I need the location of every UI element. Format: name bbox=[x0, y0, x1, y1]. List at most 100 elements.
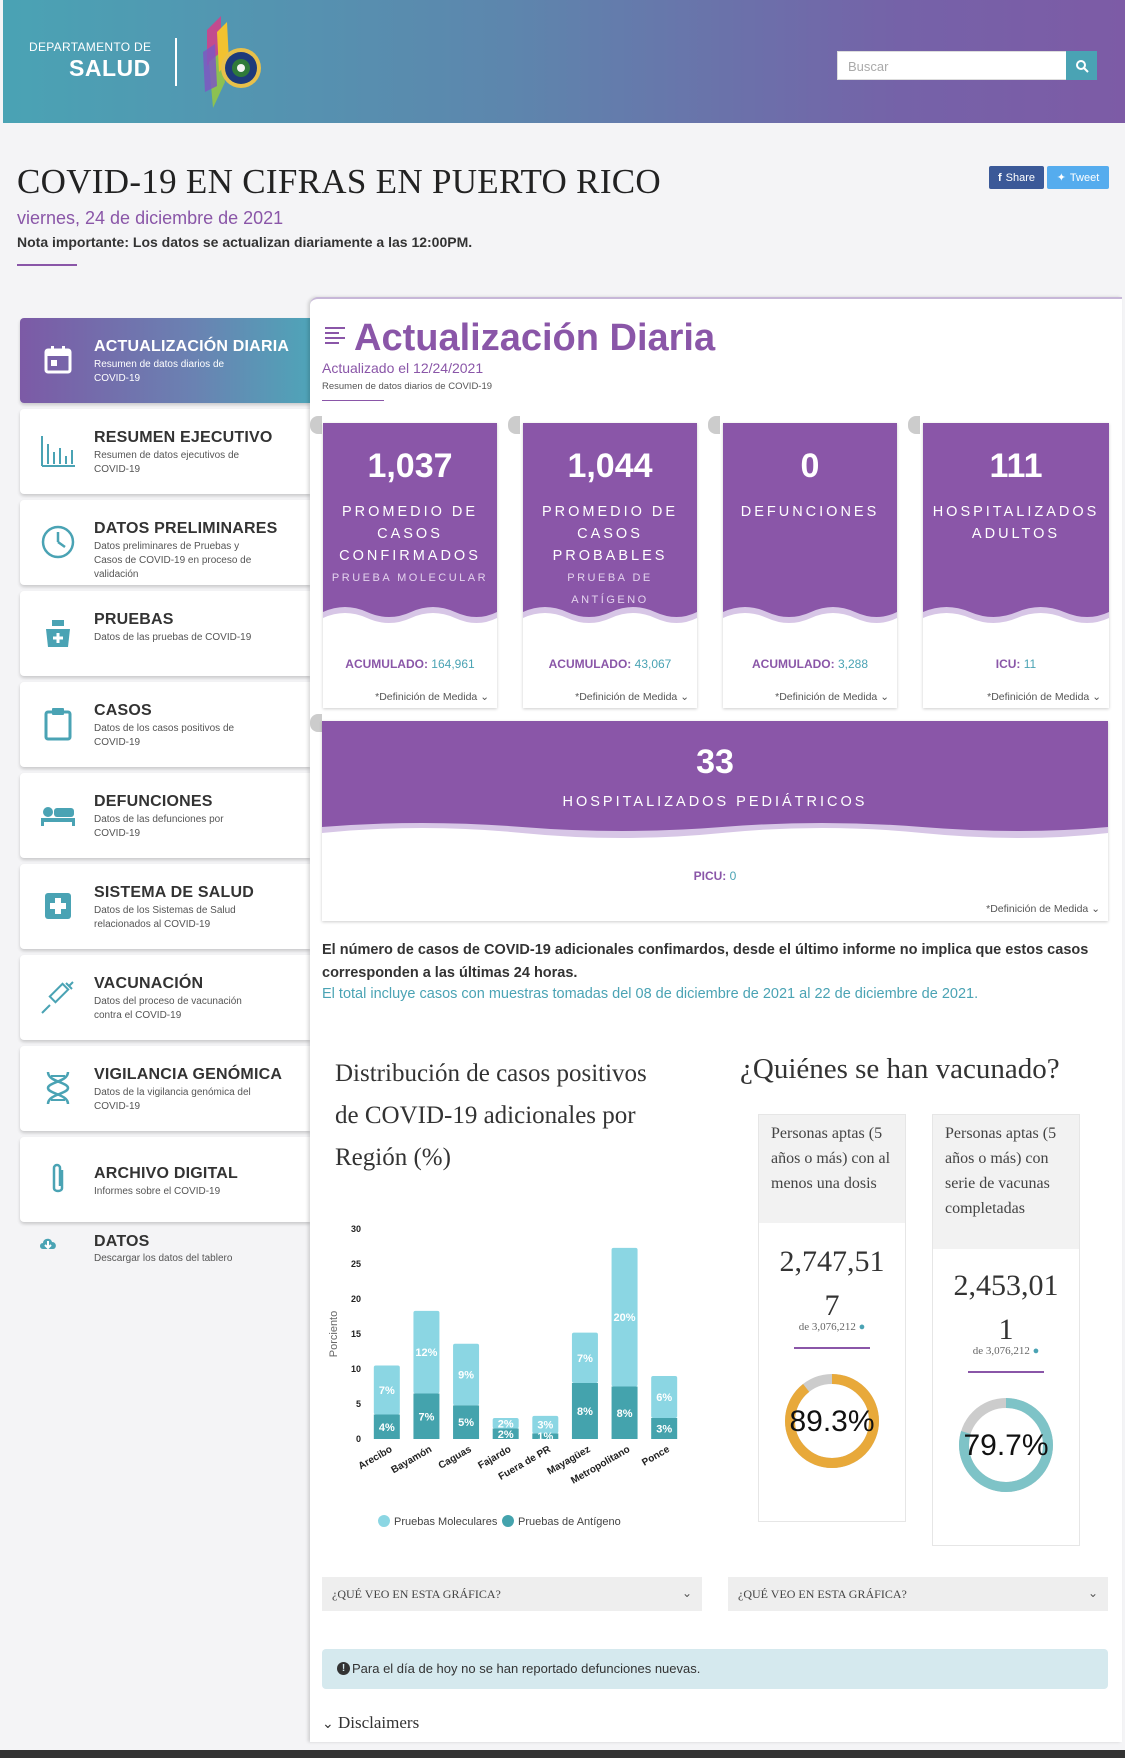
search-input[interactable]: Buscar bbox=[837, 51, 1067, 80]
card-header: 111 HOSPITALIZADOS ADULTOS bbox=[923, 423, 1109, 628]
sidebar-item-casos[interactable]: CASOS Datos de los casos positivos de CO… bbox=[20, 682, 310, 767]
sidebar-item-resumen-ejecutivo[interactable]: RESUMEN EJECUTIVO Resumen de datos ejecu… bbox=[20, 409, 310, 494]
x-tick-label: Bayamón bbox=[389, 1444, 433, 1476]
syringe-icon bbox=[38, 977, 78, 1017]
card-definition-toggle[interactable]: *Definición de Medida ⌄ bbox=[775, 691, 889, 703]
card-accumulated-value: 3,288 bbox=[837, 657, 869, 671]
search-icon bbox=[1075, 59, 1089, 73]
bar-antigeno bbox=[571, 1383, 598, 1439]
cases-note: El número de casos de COVID-19 adicional… bbox=[322, 942, 1089, 981]
card-definition-toggle[interactable]: *Definición de Medida ⌄ bbox=[375, 691, 489, 703]
card-sublabel: PRUEBA MOLECULAR bbox=[331, 572, 489, 584]
bar-moleculares bbox=[453, 1343, 480, 1406]
info-icon[interactable]: ● bbox=[858, 1321, 866, 1333]
card-header: 1,044 PROMEDIO DE CASOS PROBABLES PRUEBA… bbox=[523, 423, 697, 628]
page-date: viernes, 24 de diciembre de 2021 bbox=[17, 208, 284, 228]
bar-moleculares bbox=[413, 1310, 440, 1394]
sidebar-item-datos-preliminares[interactable]: DATOS PRELIMINARES Datos preliminares de… bbox=[20, 500, 310, 585]
disclaimers-toggle[interactable]: ⌄ Disclaimers bbox=[322, 1713, 419, 1733]
sidebar-item-label: CASOS bbox=[94, 702, 152, 719]
facebook-icon: f bbox=[997, 171, 1002, 184]
sidebar-item-label: DATOS PRELIMINARES bbox=[94, 520, 278, 537]
vaccination-donut-arc bbox=[785, 1374, 879, 1468]
card-definition-toggle[interactable]: *Definición de Medida ⌄ bbox=[987, 691, 1101, 703]
puerto-rico-seal-logo[interactable] bbox=[199, 12, 263, 108]
card-accumulated: ICU: 11 bbox=[923, 657, 1109, 671]
vaccination-divider bbox=[794, 1347, 870, 1349]
card-sublabel: PRUEBA DE ANTÍGENO bbox=[567, 572, 653, 606]
bar-label-antigeno: 5% bbox=[458, 1417, 474, 1429]
card-definition-label: *Definición de Medida bbox=[987, 691, 1090, 703]
test-kit-icon bbox=[38, 613, 78, 653]
tweet-label: Tweet bbox=[1069, 171, 1100, 184]
sidebar-item-label: PRUEBAS bbox=[94, 611, 174, 628]
card-label: HOSPITALIZADOS ADULTOS bbox=[932, 504, 1100, 542]
bar-label-antigeno: 8% bbox=[617, 1408, 633, 1420]
sidebar-item-sistema-de-salud[interactable]: SISTEMA DE SALUD Datos de los Sistemas d… bbox=[20, 864, 310, 949]
chevron-down-icon: ⌄ bbox=[681, 1586, 692, 1600]
chevron-down-icon: ⌄ bbox=[680, 691, 689, 703]
accordion-label: ¿QUÉ VEO EN ESTA GRÁFICA? bbox=[332, 1587, 501, 1601]
page-note: Nota importante: Los datos se actualizan… bbox=[17, 234, 473, 250]
vaccination-donut: 89.3% bbox=[785, 1374, 879, 1468]
top-header: DEPARTAMENTO DE SALUD Buscar bbox=[3, 0, 1125, 123]
y-tick-label: 5 bbox=[356, 1399, 361, 1409]
bar-label-antigeno: 4% bbox=[379, 1422, 395, 1434]
card-tab-nub bbox=[508, 416, 520, 434]
sidebar-item-defunciones[interactable]: DEFUNCIONES Datos de las defunciones por… bbox=[20, 773, 310, 858]
bar-moleculares bbox=[571, 1332, 598, 1383]
sidebar-item-desc: Datos de las defunciones por COVID-19 bbox=[94, 814, 224, 839]
sidebar-item-pruebas[interactable]: PRUEBAS Datos de las pruebas de COVID-19 bbox=[20, 591, 310, 676]
vaccination-count-line1: 2,453,01 bbox=[953, 1269, 1059, 1302]
card-accumulated: ACUMULADO: 164,961 bbox=[323, 657, 497, 671]
card-definition-toggle[interactable]: *Definición de Medida ⌄ bbox=[986, 903, 1100, 915]
card-tab-nub bbox=[310, 416, 322, 434]
bar-label-moleculares: 2% bbox=[498, 1418, 514, 1430]
card-label: HOSPITALIZADOS PEDIÁTRICOS bbox=[562, 794, 868, 810]
sidebar-item-label: ACTUALIZACIÓN DIARIA bbox=[94, 338, 290, 355]
sidebar-item-actualizacion-diaria[interactable]: ACTUALIZACIÓN DIARIA Resumen de datos di… bbox=[20, 318, 310, 403]
card-header: 0 DEFUNCIONES bbox=[723, 423, 897, 628]
card-accumulated-value: 43,067 bbox=[634, 657, 672, 671]
card-accumulated-label: ACUMULADO: bbox=[751, 657, 835, 671]
bar-label-antigeno: 2% bbox=[498, 1429, 514, 1441]
disclaimers-label: Disclaimers bbox=[337, 1713, 420, 1732]
footer-strip bbox=[0, 1750, 1125, 1758]
search-button[interactable] bbox=[1066, 51, 1097, 80]
vaccination-help-accordion[interactable]: ¿QUÉ VEO EN ESTA GRÁFICA? ⌄ bbox=[728, 1577, 1108, 1611]
chevron-down-icon: ⌄ bbox=[1092, 691, 1101, 703]
bar-antigeno bbox=[413, 1393, 440, 1439]
metric-card-defunciones: 0 DEFUNCIONES ACUMULADO: 3,288 *Definici… bbox=[723, 423, 897, 708]
chevron-down-icon: ⌄ bbox=[880, 691, 889, 703]
vaccination-divider bbox=[968, 1371, 1044, 1373]
info-icon: ! bbox=[337, 1662, 350, 1675]
sidebar-item-vigilancia-genomica[interactable]: VIGILANCIA GENÓMICA Datos de la vigilanc… bbox=[20, 1046, 310, 1131]
sidebar-item-desc: Resumen de datos diarios de COVID-19 bbox=[94, 359, 225, 384]
legend-label: Pruebas Moleculares bbox=[394, 1516, 498, 1528]
chart-help-accordion[interactable]: ¿QUÉ VEO EN ESTA GRÁFICA? ⌄ bbox=[322, 1577, 702, 1611]
bar-antigeno bbox=[453, 1405, 480, 1439]
bar-label-antigeno: 8% bbox=[577, 1406, 593, 1418]
x-tick-label: Arecibo bbox=[357, 1444, 395, 1472]
clock-icon bbox=[38, 522, 78, 562]
sidebar-item-datos[interactable]: DATOS Descargar los datos del tablero bbox=[20, 1233, 310, 1283]
card-number: 0 bbox=[800, 447, 820, 485]
sidebar-item-label: SISTEMA DE SALUD bbox=[94, 884, 254, 901]
sidebar-item-archivo-digital[interactable]: ARCHIVO DIGITAL Informes sobre el COVID-… bbox=[20, 1137, 310, 1222]
sidebar-item-label: RESUMEN EJECUTIVO bbox=[94, 429, 273, 446]
accordion-label: ¿QUÉ VEO EN ESTA GRÁFICA? bbox=[738, 1587, 907, 1601]
sidebar-item-vacunacion[interactable]: VACUNACIÓN Datos del proceso de vacunaci… bbox=[20, 955, 310, 1040]
metric-card-casos-probables: 1,044 PROMEDIO DE CASOS PROBABLES PRUEBA… bbox=[523, 423, 697, 708]
bar-moleculares bbox=[373, 1365, 400, 1415]
bar-antigeno bbox=[532, 1433, 559, 1439]
vaccination-column-head: Personas aptas (5 años o más) con al men… bbox=[759, 1115, 905, 1223]
card-definition-toggle[interactable]: *Definición de Medida ⌄ bbox=[575, 691, 689, 703]
twitter-tweet-button[interactable]: ✦ Tweet bbox=[1047, 166, 1109, 189]
metric-card-hospitalizados-adultos: 111 HOSPITALIZADOS ADULTOS ICU: 11 *Defi… bbox=[923, 423, 1109, 708]
facebook-share-button[interactable]: f Share bbox=[989, 166, 1044, 189]
sidebar-item-label: DEFUNCIONES bbox=[94, 793, 213, 810]
info-icon[interactable]: ● bbox=[1032, 1345, 1040, 1357]
x-tick-label: Ponce bbox=[640, 1444, 672, 1469]
share-label: Share bbox=[1005, 171, 1036, 184]
bar-label-antigeno: 7% bbox=[418, 1411, 434, 1423]
